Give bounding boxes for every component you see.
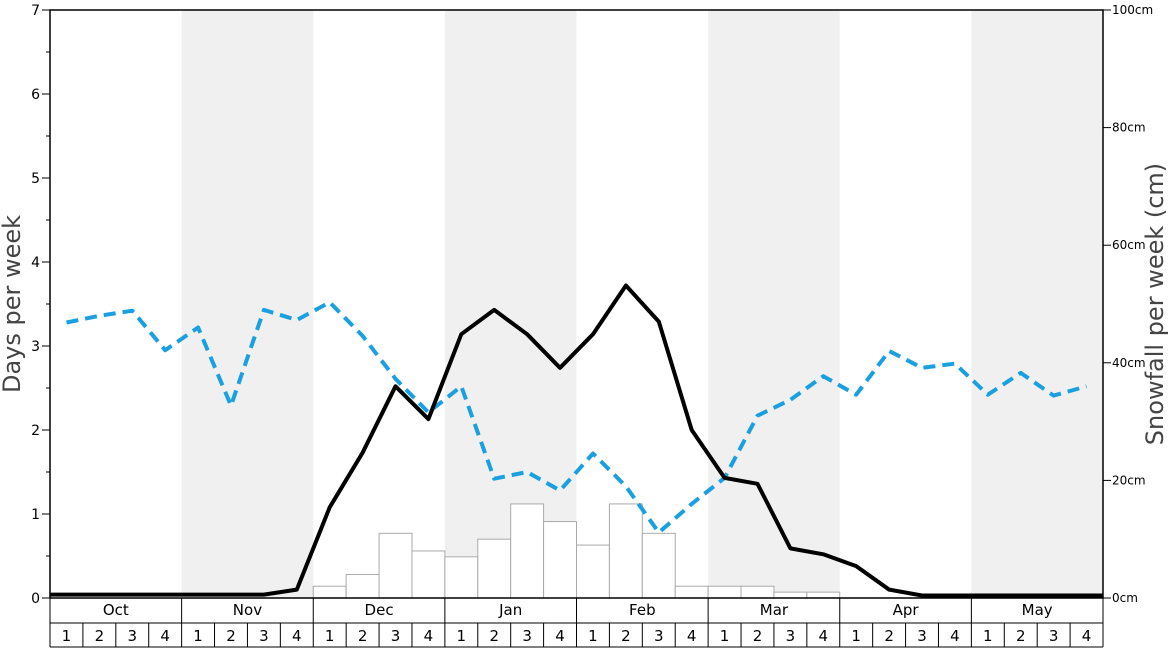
right-tick-label: 80cm (1112, 121, 1146, 135)
right-tick-label: 100cm (1112, 3, 1153, 17)
snowfall-bar (576, 544, 610, 599)
left-axis: 0 1 2 3 4 5 6 7 (31, 3, 50, 607)
snowfall-bar (641, 532, 676, 599)
week-label: 2 (226, 627, 236, 645)
left-tick-label: 5 (31, 171, 40, 187)
week-label: 3 (786, 627, 796, 645)
snowfall-bar (543, 521, 577, 599)
week-label: 4 (1082, 627, 1092, 645)
week-label: 4 (819, 627, 829, 645)
right-axis-title: Snowfall per week (cm) (1141, 163, 1168, 445)
left-tick-label: 6 (31, 87, 40, 103)
snowfall-bar (345, 573, 380, 599)
left-tick-label: 0 (31, 591, 40, 607)
right-tick-label: 0cm (1112, 591, 1138, 605)
month-band (708, 10, 840, 598)
week-label: 4 (555, 627, 565, 645)
left-tick-label: 2 (31, 423, 40, 439)
snowfall-bar (378, 532, 413, 599)
right-tick-label: 20cm (1112, 473, 1146, 487)
week-label: 3 (127, 627, 137, 645)
week-label: 1 (325, 627, 335, 645)
week-label: 3 (259, 627, 269, 645)
week-label: 1 (588, 627, 598, 645)
left-tick-label: 3 (31, 339, 40, 355)
left-tick-label: 4 (31, 255, 40, 271)
shaded-month-bands (181, 10, 1103, 598)
left-tick-label: 1 (31, 507, 40, 523)
week-label: 4 (687, 627, 697, 645)
month-band (181, 10, 314, 598)
week-label: 1 (720, 627, 730, 645)
month-band (971, 10, 1103, 598)
week-label: 4 (160, 627, 170, 645)
snowfall-bar (674, 585, 709, 599)
right-axis: 0cm 20cm 40cm 60cm 80cm 100cm (1103, 3, 1153, 605)
month-label: Jan (498, 601, 522, 619)
dashed-series-line (66, 300, 1088, 535)
week-label: 2 (1016, 627, 1026, 645)
month-label: Dec (365, 601, 394, 619)
series-lines (50, 283, 1103, 598)
snowfall-bars (312, 503, 841, 599)
snowfall-bar (707, 585, 742, 599)
month-label: May (1022, 601, 1053, 619)
week-label: 2 (358, 627, 368, 645)
week-label: 1 (983, 627, 993, 645)
week-label: 3 (391, 627, 401, 645)
month-label: Mar (760, 601, 789, 619)
week-label: 3 (917, 627, 927, 645)
snowfall-bar (444, 556, 479, 599)
week-label: 4 (292, 627, 302, 645)
month-label: Apr (893, 601, 920, 619)
month-label: Oct (103, 601, 129, 619)
week-label: 3 (654, 627, 664, 645)
right-tick-label: 60cm (1112, 238, 1146, 252)
right-tick-label: 40cm (1112, 356, 1146, 370)
week-label: 3 (522, 627, 532, 645)
left-tick-label: 7 (31, 3, 40, 19)
snow-days-line (50, 283, 1103, 598)
week-label: 2 (621, 627, 631, 645)
week-label: 4 (950, 627, 960, 645)
left-axis-title: Days per week (0, 215, 26, 393)
snowfall-bar (773, 591, 808, 599)
week-label: 2 (95, 627, 105, 645)
week-label: 3 (1049, 627, 1059, 645)
snowfall-bar (411, 550, 446, 599)
week-label: 1 (457, 627, 467, 645)
month-label: Nov (233, 601, 262, 619)
snowfall-bar (510, 503, 545, 599)
month-label: Feb (629, 601, 656, 619)
month-band (444, 10, 577, 598)
week-label: 2 (489, 627, 499, 645)
week-label: 2 (753, 627, 763, 645)
snowfall-bar (608, 503, 643, 599)
week-label: 1 (193, 627, 203, 645)
snowfall-bar (477, 538, 512, 599)
week-label: 1 (62, 627, 72, 645)
week-label: 1 (851, 627, 861, 645)
week-label: 4 (424, 627, 434, 645)
snowfall-bar (806, 591, 841, 599)
week-label: 2 (884, 627, 894, 645)
snowfall-bar (312, 585, 347, 599)
snowfall-bar (740, 585, 775, 599)
month-axis: Oct 1 2 3 4 Nov 1 2 3 4 Dec 1 2 3 4 Jan 1 2 3 4 Feb 1 2 3 4 Mar 1 2… (49, 598, 1104, 648)
